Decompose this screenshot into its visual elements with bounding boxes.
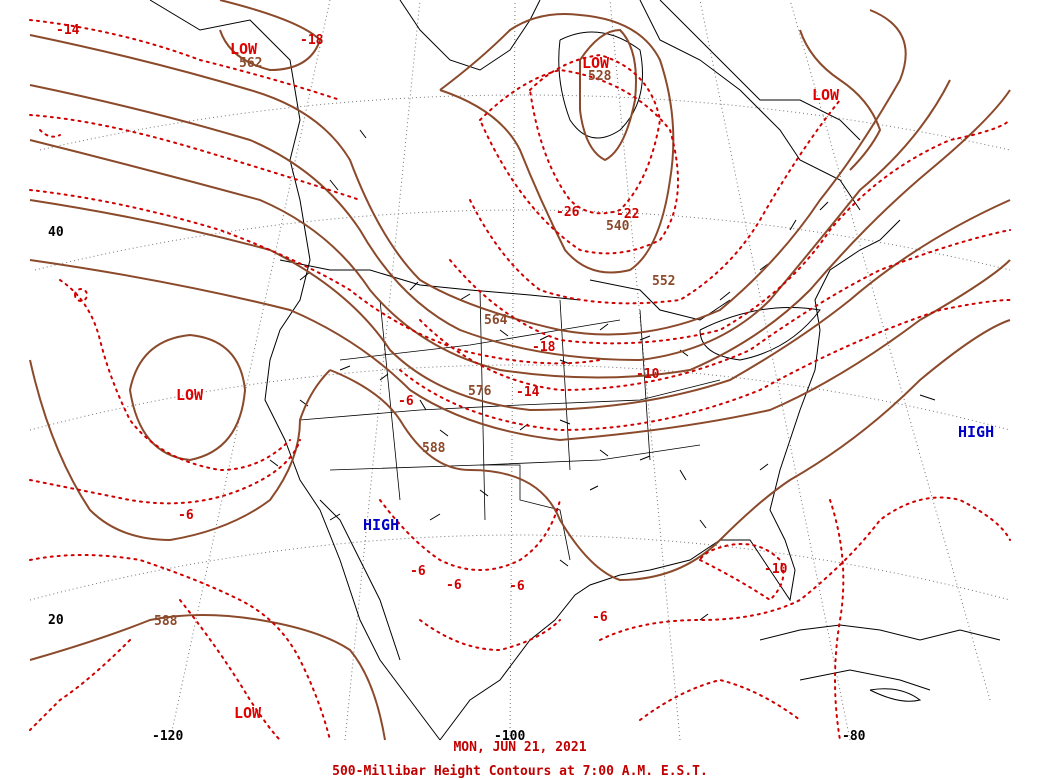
temperature-label: -18 (300, 33, 324, 48)
lat-label: 40 (48, 225, 64, 240)
temperature-label: -10 (636, 367, 660, 382)
temperature-label: -26 (556, 205, 580, 220)
temperature-label: -18 (532, 340, 556, 355)
geography-outlines (149, 0, 1001, 741)
map-title: 500-Millibar Height Contours at 7:00 A.M… (332, 764, 708, 779)
height-contours (29, 0, 1011, 741)
height-label: 562 (239, 56, 262, 71)
height-label: 528 (588, 69, 612, 84)
map-date: MON, JUN 21, 2021 (453, 740, 587, 755)
temperature-isotherms (29, 19, 1011, 741)
lon-label: -100 (494, 729, 525, 744)
graticule (29, 0, 1011, 741)
longitude-labels: -120 -100 -80 (152, 729, 866, 744)
lat-label: 20 (48, 613, 64, 628)
temperature-label: -6 (446, 578, 462, 593)
temperature-label: -10 (764, 562, 788, 577)
height-label: 552 (652, 274, 675, 289)
temperature-label: -14 (516, 385, 540, 400)
temperature-label: -6 (592, 610, 608, 625)
temperature-labels: -14 -18 -26 -22 -18 -14 -10 -6 -6 -6 -6 … (56, 23, 788, 625)
temperature-label: -22 (616, 207, 639, 222)
lon-label: -80 (842, 729, 866, 744)
temperature-label: -6 (509, 579, 525, 594)
low-label: LOW (230, 40, 258, 58)
high-label: HIGH (363, 516, 399, 534)
latitude-labels: 40 20 (48, 225, 64, 628)
low-label: LOW (176, 386, 204, 404)
height-label: 588 (154, 614, 178, 629)
low-label: LOW (234, 704, 262, 722)
height-label: 540 (606, 219, 630, 234)
temperature-label: -14 (56, 23, 80, 38)
political-boundaries (299, 289, 721, 561)
height-label: 564 (484, 313, 508, 328)
low-label: LOW (812, 86, 840, 104)
temperature-label: -6 (398, 394, 414, 409)
wind-barbs (269, 129, 936, 621)
height-label: 588 (422, 441, 446, 456)
temperature-label: -6 (410, 564, 426, 579)
lon-label: -120 (152, 729, 183, 744)
height-labels: 562 528 540 552 564 576 588 588 (154, 56, 675, 629)
pressure-centers: LOW LOW LOW LOW LOW HIGH HIGH (176, 40, 994, 722)
low-label: LOW (582, 54, 610, 72)
high-label: HIGH (958, 423, 994, 441)
temperature-label: -6 (178, 508, 194, 523)
height-label: 576 (468, 384, 492, 399)
